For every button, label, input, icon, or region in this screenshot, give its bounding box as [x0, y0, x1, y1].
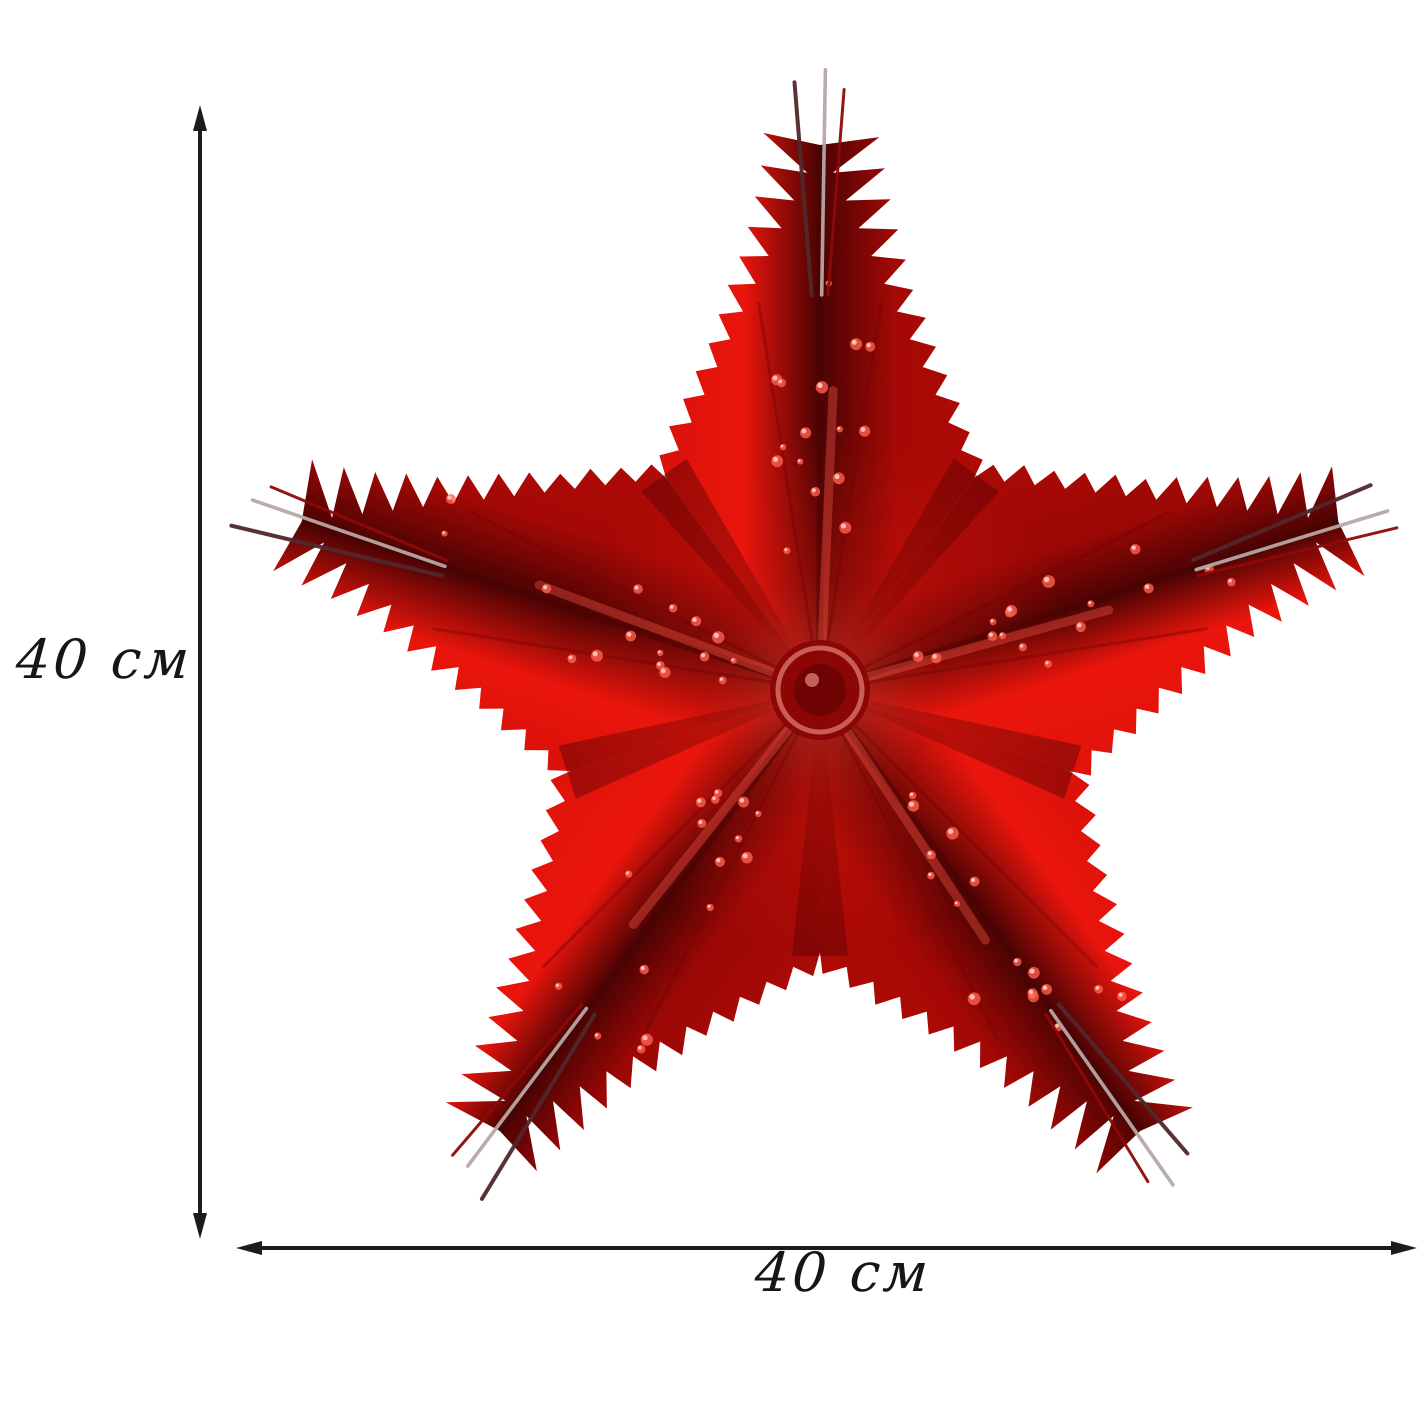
height-dimension-label: 40 см — [13, 628, 195, 691]
width-arrowhead-right-icon — [1391, 1241, 1417, 1255]
width-dimension-arrow — [236, 1241, 1417, 1255]
width-dimension-label: 40 см — [752, 1241, 934, 1304]
height-arrowhead-up-icon — [193, 105, 207, 131]
width-arrowhead-left-icon — [236, 1241, 262, 1255]
height-arrowhead-down-icon — [193, 1213, 207, 1239]
red-foil-star-image — [229, 68, 1399, 1201]
height-dimension-arrow — [193, 105, 207, 1239]
